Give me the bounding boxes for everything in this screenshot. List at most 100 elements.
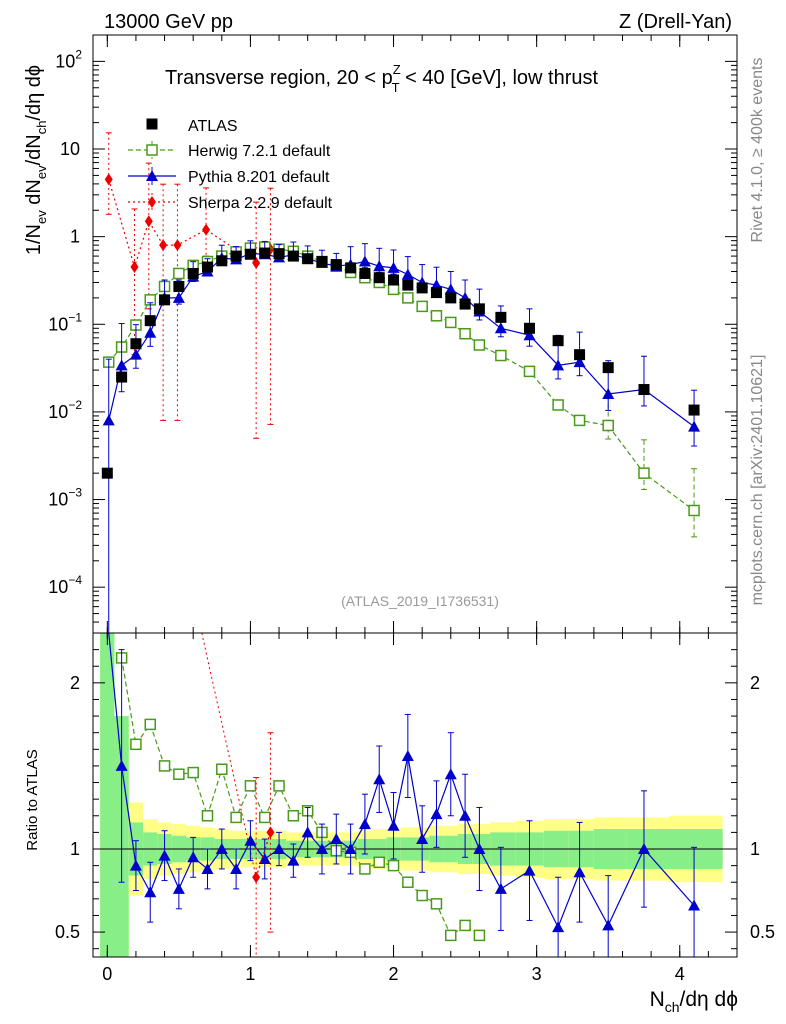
pythia-point: [401, 268, 414, 280]
herwig-point: [523, 365, 536, 378]
herwig-point: [387, 283, 400, 296]
ratio-pythia-point: [129, 859, 142, 871]
atlas-point: [159, 294, 171, 306]
x-tick-label: 3: [532, 964, 542, 984]
ratio-pythia-point: [552, 921, 565, 933]
ratio-pythia-point: [330, 833, 343, 845]
ratio-tick-label-left: 2: [70, 673, 80, 693]
atlas-point: [602, 362, 614, 374]
ratio-pythia-point: [573, 866, 586, 878]
header-right: Z (Drell-Yan): [619, 11, 732, 33]
y-tick-label: 1: [70, 227, 80, 247]
ratio-sherpa-point: [252, 871, 261, 884]
sherpa-point: [144, 215, 153, 228]
pythia-point: [552, 359, 565, 371]
ratio-pythia-point: [373, 773, 386, 785]
pythia-point: [444, 283, 457, 295]
ratio-herwig-point: [173, 768, 185, 780]
herwig-point: [638, 467, 650, 479]
ratio-pythia-point: [144, 886, 157, 898]
atlas-point: [416, 282, 428, 294]
ratio-pythia-offscale-line: [108, 632, 123, 766]
y-axis-label: 1/Nev dNev/dNch/dη dϕ: [23, 65, 49, 255]
atlas-point: [302, 253, 314, 265]
ratio-plot: 0 1 2 3 4 0.5 0.5 1 1 2 2 Ratio to ATLAS: [24, 632, 775, 984]
sherpa-point: [159, 239, 168, 252]
ratio-herwig-point: [216, 763, 228, 775]
sherpa-point: [104, 173, 113, 186]
pythia-point: [144, 326, 157, 338]
atlas-point: [473, 303, 485, 315]
atlas-point: [144, 315, 156, 327]
herwig-point: [573, 414, 586, 427]
legend-marker: [146, 144, 158, 156]
ratio-herwig-point: [258, 811, 271, 824]
ratio-pythia-point: [187, 851, 200, 863]
y-tick-label: 102: [55, 47, 82, 71]
ratio-pythia-point: [444, 768, 457, 780]
atlas-point: [316, 256, 328, 268]
atlas-point: [495, 311, 507, 323]
ratio-herwig-point: [387, 859, 400, 872]
atlas-point: [201, 261, 213, 273]
ratio-pythia-point: [244, 834, 257, 846]
atlas-point: [638, 384, 650, 396]
pythia-point: [573, 356, 586, 368]
atlas-point: [373, 272, 385, 284]
ratio-herwig-series: [115, 652, 486, 942]
ratio-herwig-point: [430, 898, 443, 910]
ratio-herwig-point: [359, 863, 371, 875]
ratio-tick-label-left: 0.5: [55, 922, 80, 942]
ratio-pythia-point: [473, 843, 486, 854]
atlas-point: [523, 322, 535, 334]
ratio-pythia-point: [230, 862, 243, 874]
ratio-herwig-point: [416, 889, 428, 902]
ratio-herwig-point: [158, 760, 171, 772]
ratio-pythia-point: [430, 808, 443, 820]
ratio-tick-label-right: 2: [750, 673, 760, 693]
atlas-point: [116, 371, 128, 383]
ratio-plot-frame: [92, 632, 738, 958]
atlas-series: [101, 247, 700, 479]
pythia-point: [387, 261, 400, 273]
atlas-point: [244, 248, 256, 260]
herwig-point: [430, 310, 443, 322]
herwig-point: [473, 339, 486, 351]
legend-label-atlas: ATLAS: [188, 118, 238, 135]
sherpa-point: [130, 261, 139, 274]
herwig-point: [552, 399, 564, 411]
atlas-point: [345, 262, 357, 274]
ratio-herwig-point: [187, 766, 199, 779]
herwig-point: [688, 504, 700, 517]
legend-label-herwig: Herwig 7.2.1 default: [188, 143, 331, 160]
band-green: [100, 633, 115, 957]
ratio-tick-label-right: 1: [750, 839, 760, 859]
atlas-point: [430, 287, 442, 299]
pythia-point: [102, 414, 115, 426]
ratio-herwig-point: [201, 810, 214, 822]
sherpa-point: [202, 223, 211, 236]
ratio-herwig-point: [373, 856, 385, 869]
y-tick-label: 10−4: [48, 573, 82, 597]
ratio-herwig-point: [445, 929, 457, 942]
atlas-point: [259, 247, 271, 259]
ratio-pythia-point: [344, 843, 357, 854]
ratio-pythia-point: [688, 899, 701, 911]
ratio-pythia-point: [459, 809, 472, 821]
x-tick-label: 0: [102, 964, 112, 984]
ratio-herwig-point: [230, 811, 242, 824]
ratio-pythia-point: [401, 749, 414, 761]
ratio-pythia-point: [287, 854, 300, 866]
ratio-pythia-point: [416, 833, 429, 845]
herwig-point: [495, 349, 507, 362]
pythia-point: [523, 329, 536, 341]
watermark: (ATLAS_2019_I1736531): [341, 593, 499, 609]
ratio-herwig-point: [402, 876, 414, 888]
legend-label-sherpa: Sherpa 2.2.9 default: [188, 195, 333, 212]
legend: ATLAS Herwig 7.2.1 default Pythia 8.201 …: [128, 118, 333, 212]
ratio-herwig-point: [473, 929, 486, 942]
atlas-point: [230, 250, 242, 262]
y-tick-label: 10−1: [48, 310, 82, 334]
ratio-pythia-point: [637, 843, 650, 854]
ratio-tick-label-right: 0.5: [750, 922, 775, 942]
